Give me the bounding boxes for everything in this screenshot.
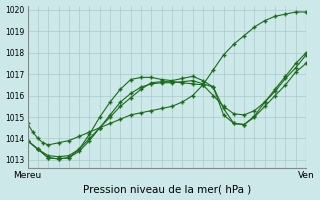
X-axis label: Pression niveau de la mer( hPa ): Pression niveau de la mer( hPa ) — [83, 184, 251, 194]
